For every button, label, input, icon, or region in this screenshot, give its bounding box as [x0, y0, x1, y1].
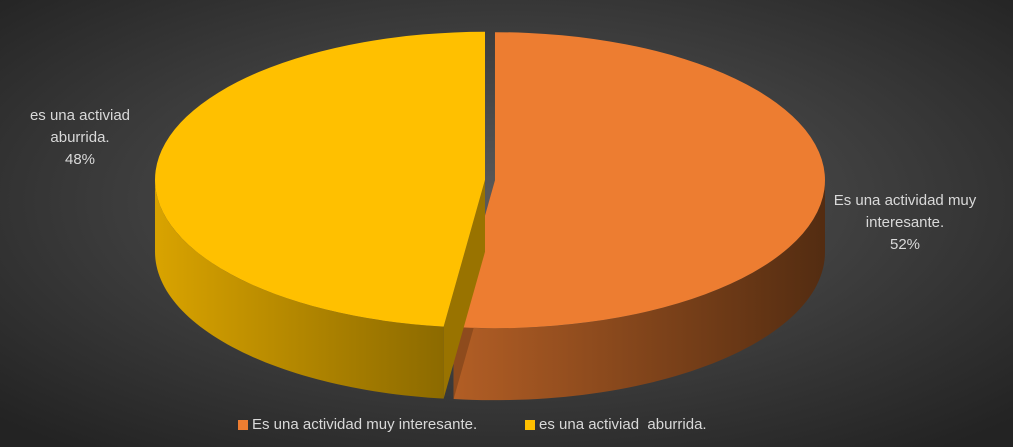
data-label-text: Es una actividad muy interesante. 52% [820, 190, 990, 256]
legend-label: es una activiad aburrida. [539, 416, 707, 433]
data-label-value: 52% [889, 236, 921, 253]
slice-top [453, 32, 825, 329]
data-label-category: es una activiad aburrida. [29, 107, 131, 146]
data-label-value: 48% [64, 151, 96, 168]
slice-side [155, 179, 444, 399]
slice [155, 31, 486, 399]
legend-swatch [525, 420, 535, 430]
slice-side [453, 180, 825, 401]
legend-label: Es una actividad muy interesante. [252, 416, 477, 433]
data-label: Es una actividad muy interesante. 52% [820, 190, 990, 256]
data-label-category: Es una actividad muy interesante. [833, 192, 977, 231]
data-label-text: es una activiad aburrida. 48% [5, 105, 155, 171]
slice-cut [443, 179, 486, 399]
data-label: es una activiad aburrida. 48% [5, 105, 155, 171]
legend-swatch [238, 420, 248, 430]
slice-top [155, 31, 486, 327]
